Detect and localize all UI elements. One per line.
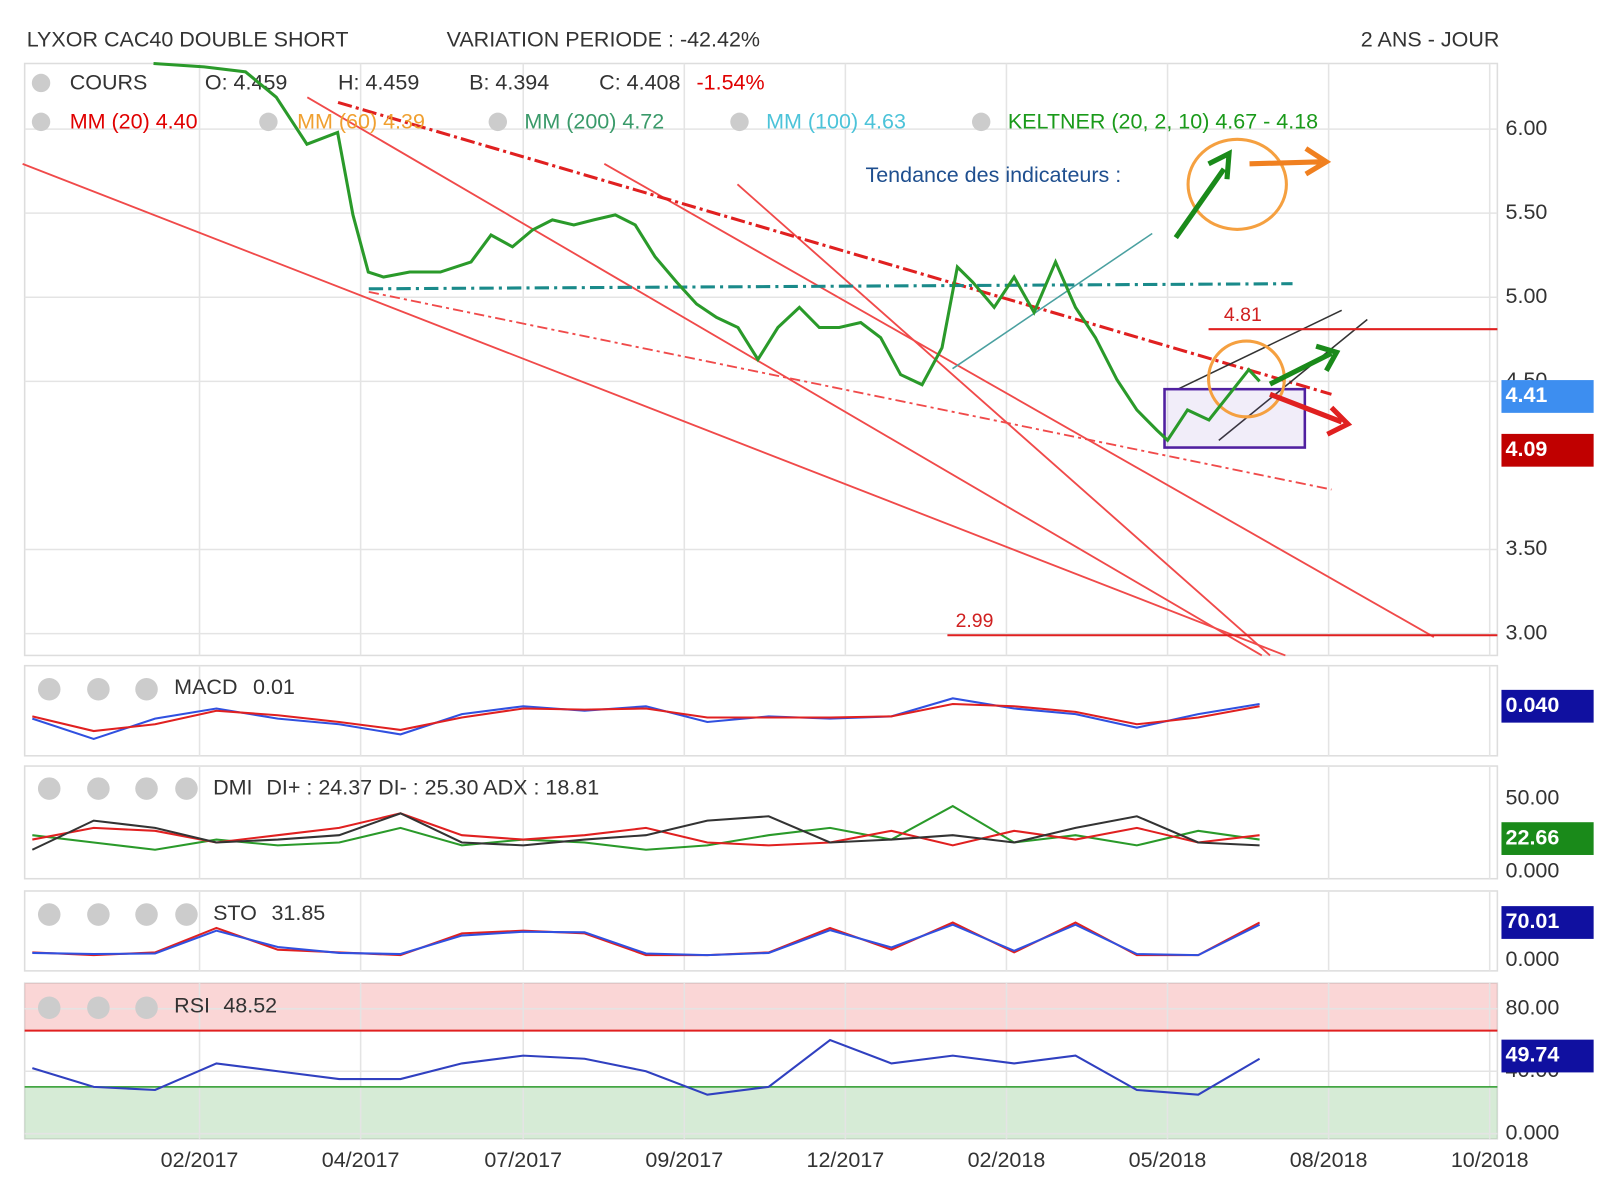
series-line: [31, 812, 1260, 851]
period: 2 ANS - JOUR: [1361, 28, 1500, 52]
x-tick-label: 09/2017: [645, 1148, 723, 1172]
trendlines: [22, 96, 1435, 657]
y-tick-label: 80.00: [1506, 995, 1560, 1019]
badge-label: 4.09: [1506, 437, 1548, 461]
y-tick-label: 6.00: [1506, 116, 1548, 140]
series-line: [32, 702, 1260, 733]
badge-label: 49.74: [1506, 1043, 1560, 1067]
panel-icons: [31, 73, 991, 1020]
series-line: [32, 921, 1261, 957]
chart-subtitle: VARIATION PERIODE : -42.42%: [447, 28, 760, 52]
badge-label: 4.41: [1506, 383, 1548, 407]
series-line: [32, 1038, 1261, 1096]
change: -1.54%: [696, 71, 764, 95]
y-tick-label: 0.000: [1506, 1120, 1560, 1144]
ohlc: C: 4.408: [599, 71, 680, 95]
ohlc: B: 4.394: [469, 71, 549, 95]
x-tick-label: 02/2017: [161, 1148, 239, 1172]
price-badge: [1501, 1039, 1594, 1073]
chart-title: LYXOR CAC40 DOUBLE SHORT: [27, 28, 349, 52]
panel-frame: [23, 890, 1499, 972]
y-tick-label: 0.000: [1506, 858, 1560, 882]
x-tick-label: 07/2017: [484, 1148, 562, 1172]
price-badge: [1501, 822, 1594, 855]
y-tick-label: 5.00: [1506, 284, 1548, 308]
legend-entry: COURS: [70, 71, 148, 95]
background: [23, 62, 1499, 1140]
x-tick-label: 08/2018: [1290, 1148, 1368, 1172]
badge-label: 0.040: [1506, 693, 1560, 717]
badge-label: 22.66: [1506, 825, 1560, 849]
series-line: [153, 61, 1261, 443]
y-tick-label: 3.50: [1506, 536, 1548, 560]
level-label: 2.99: [956, 610, 994, 632]
panel-title: MACD: [174, 675, 237, 699]
series-line: [32, 923, 1261, 957]
ohlc: O: 4.459: [205, 71, 287, 95]
panel-title: STO: [213, 901, 257, 925]
x-tick-label: 05/2018: [1129, 1148, 1207, 1172]
panel-value: 48.52: [223, 993, 277, 1017]
legend-entry: MM (100) 4.63: [766, 110, 906, 134]
price-badge: [1501, 433, 1594, 467]
panel-value: 31.85: [271, 901, 325, 925]
legend-entry: KELTNER (20, 2, 10) 4.67 - 4.18: [1008, 110, 1318, 134]
y-tick-label: 50.00: [1506, 785, 1560, 809]
legend-entry: MM (200) 4.72: [524, 110, 664, 134]
x-tick-label: 04/2017: [322, 1148, 400, 1172]
x-tick-label: 12/2017: [807, 1148, 885, 1172]
panel-value: 0.01: [253, 675, 295, 699]
legend-entry: MM (20) 4.40: [70, 110, 198, 134]
level-label: 4.81: [1224, 304, 1262, 326]
y-tick-label: 5.50: [1506, 200, 1548, 224]
overbought-zone: [24, 983, 1498, 1031]
series-line: [32, 697, 1260, 740]
panel-frame: [23, 765, 1499, 880]
price-badge: [1501, 689, 1594, 723]
price-badge: [1501, 380, 1594, 413]
legend-entry: MM (60) 4.39: [297, 110, 425, 134]
oversold-zone: [24, 1086, 1498, 1139]
panel-frame: [23, 982, 1499, 1140]
panel-frame: [23, 664, 1499, 757]
price-badge: [1501, 906, 1594, 939]
panel-title: RSI: [174, 993, 210, 1017]
panel-value: DI+ : 24.37 DI- : 25.30 ADX : 18.81: [266, 775, 599, 799]
panel-title: DMI: [213, 775, 252, 799]
ohlc: H: 4.459: [338, 71, 419, 95]
x-tick-label: 02/2018: [968, 1148, 1046, 1172]
series-line: [32, 812, 1260, 847]
annotation: Tendance des indicateurs :: [865, 163, 1121, 187]
badge-label: 70.01: [1506, 909, 1560, 933]
y-tick-label: 0.000: [1506, 947, 1560, 971]
panel-frame: [23, 62, 1499, 657]
x-tick-label: 10/2018: [1451, 1148, 1529, 1172]
y-tick-label: 3.00: [1506, 620, 1548, 644]
